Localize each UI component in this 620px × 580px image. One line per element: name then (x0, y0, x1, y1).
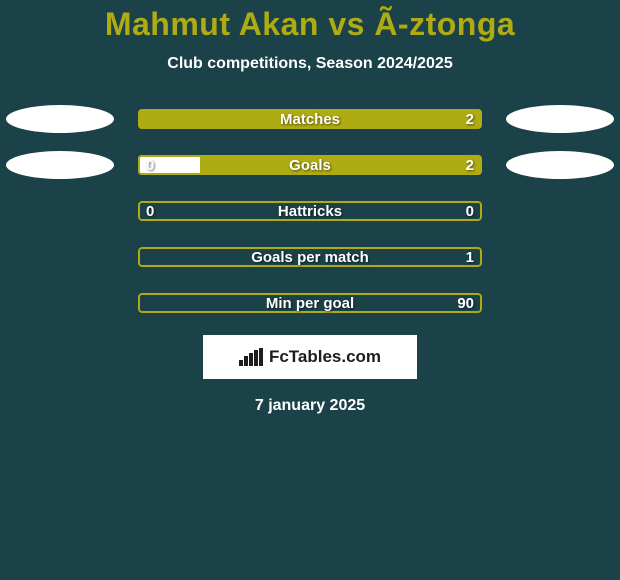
stat-label: Min per goal (138, 293, 482, 313)
stat-label: Matches (138, 109, 482, 129)
stat-bar: Matches2 (138, 109, 482, 129)
stat-value-right: 1 (458, 247, 482, 267)
stat-row: Hattricks0 0 (0, 201, 620, 221)
stat-value-right: 90 (449, 293, 482, 313)
team-marker-left (6, 105, 114, 133)
stats-area: Matches2Goals02Hattricks00Goals per matc… (0, 109, 620, 313)
stat-bar: Goals0 2 (138, 155, 482, 175)
stat-bar: Hattricks0 0 (138, 201, 482, 221)
source-logo-text: FcTables.com (269, 347, 381, 367)
stat-row: Goals per match1 (0, 247, 620, 267)
stat-bar: Goals per match1 (138, 247, 482, 267)
comparison-infographic: Mahmut Akan vs Ã-ztonga Club competition… (0, 0, 620, 580)
team-marker-right (506, 105, 614, 133)
stat-value-right: 2 (458, 109, 482, 129)
page-title: Mahmut Akan vs Ã-ztonga (105, 6, 515, 43)
stat-row: Goals0 2 (0, 155, 620, 175)
source-logo: FcTables.com (203, 335, 417, 379)
page-subtitle: Club competitions, Season 2024/2025 (167, 55, 452, 73)
stat-value-left: 0 (138, 155, 162, 175)
team-marker-right (506, 151, 614, 179)
date-text: 7 january 2025 (255, 397, 365, 415)
team-marker-left (6, 151, 114, 179)
stat-row: Matches2 (0, 109, 620, 129)
stat-value-right: 0 (458, 201, 482, 221)
stat-label: Goals per match (138, 247, 482, 267)
bar-chart-icon (239, 348, 263, 366)
stat-label: Goals (138, 155, 482, 175)
stat-value-left: 0 (138, 201, 162, 221)
stat-value-right: 2 (458, 155, 482, 175)
stat-bar: Min per goal90 (138, 293, 482, 313)
stat-row: Min per goal90 (0, 293, 620, 313)
stat-label: Hattricks (138, 201, 482, 221)
